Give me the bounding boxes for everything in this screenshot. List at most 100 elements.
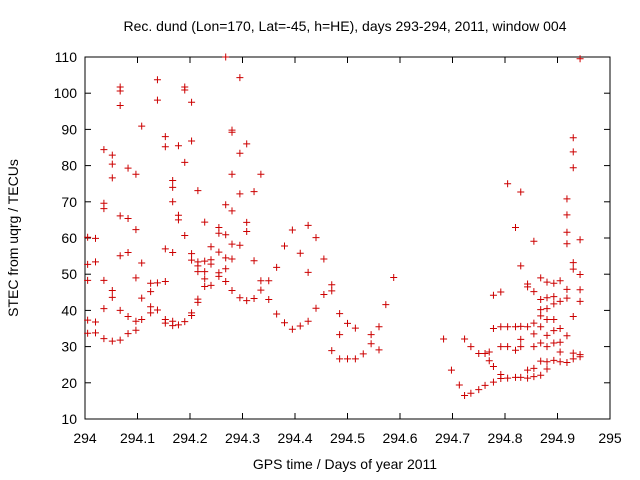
data-point <box>550 315 558 323</box>
data-point <box>188 250 196 258</box>
data-point <box>576 236 584 244</box>
y-tick-label: 90 <box>61 121 77 137</box>
data-point <box>543 278 551 286</box>
data-point <box>273 310 281 318</box>
data-point <box>569 265 577 273</box>
data-point <box>375 346 383 354</box>
data-point <box>124 164 132 172</box>
data-point <box>228 207 236 215</box>
data-point <box>169 248 177 256</box>
data-point <box>236 241 244 249</box>
x-tick-label: 294.5 <box>330 430 365 446</box>
data-point <box>328 281 336 289</box>
data-point <box>147 303 155 311</box>
data-point <box>116 102 124 110</box>
data-point <box>92 234 99 242</box>
data-point <box>367 340 375 348</box>
data-point <box>563 294 571 302</box>
data-point <box>543 294 551 302</box>
data-point <box>201 257 209 265</box>
data-point <box>174 321 182 329</box>
data-point <box>530 237 538 245</box>
data-point <box>530 330 538 338</box>
data-point <box>497 374 505 382</box>
data-point <box>228 240 236 248</box>
y-axis-label: STEC from uqrg / TECUs <box>5 159 21 317</box>
data-point <box>375 323 383 331</box>
data-point <box>504 374 512 382</box>
data-point <box>563 240 571 248</box>
data-point <box>108 286 116 294</box>
data-point <box>138 315 146 323</box>
data-point <box>169 198 177 206</box>
data-point <box>563 359 571 367</box>
data-point <box>132 170 140 178</box>
data-point <box>181 231 189 239</box>
data-point <box>194 298 202 306</box>
data-point <box>550 300 558 308</box>
data-point <box>569 259 577 267</box>
x-tick-label: 294.9 <box>540 430 575 446</box>
data-point <box>124 330 132 338</box>
data-point <box>161 143 169 151</box>
data-point <box>236 294 244 302</box>
data-point <box>512 346 519 354</box>
y-tick-label: 70 <box>61 194 77 210</box>
data-point <box>569 148 577 156</box>
data-point <box>201 283 209 291</box>
data-point <box>517 322 525 330</box>
x-tick-label: 294.7 <box>435 430 470 446</box>
data-point <box>161 277 169 285</box>
data-point <box>116 306 124 314</box>
data-point <box>320 290 328 298</box>
data-point <box>132 326 140 334</box>
data-point <box>497 323 505 331</box>
data-point <box>461 335 469 343</box>
x-tick-label: 294.8 <box>487 430 522 446</box>
data-point <box>517 188 525 196</box>
data-point <box>328 347 336 355</box>
data-point <box>250 294 258 302</box>
data-point <box>344 355 351 363</box>
data-point <box>556 277 564 285</box>
y-tick-label: 20 <box>61 375 77 391</box>
data-point <box>273 263 281 271</box>
y-tick-label: 60 <box>61 230 77 246</box>
data-point <box>222 254 230 262</box>
data-point <box>359 350 367 358</box>
data-point <box>485 348 493 356</box>
data-point <box>228 255 236 263</box>
data-point <box>304 268 312 276</box>
data-point <box>344 319 351 327</box>
data-point <box>447 366 455 374</box>
data-point <box>576 271 584 279</box>
data-point <box>92 318 99 326</box>
y-tick-label: 30 <box>61 339 77 355</box>
data-point <box>222 201 230 209</box>
data-point <box>124 214 132 222</box>
data-point <box>481 381 489 389</box>
data-point <box>108 293 116 301</box>
data-point <box>543 358 551 366</box>
data-point <box>161 319 169 327</box>
data-point <box>524 374 532 382</box>
data-point <box>132 317 140 325</box>
data-point <box>207 281 215 289</box>
data-point <box>222 231 230 239</box>
data-point <box>475 349 483 357</box>
data-point <box>201 275 209 283</box>
y-axis: 10 20 30 40 50 60 70 80 90 100 110 <box>54 49 610 427</box>
data-point <box>556 358 564 366</box>
data-point <box>194 187 202 195</box>
data-point <box>296 322 304 330</box>
data-point <box>84 316 92 324</box>
data-point <box>576 286 584 294</box>
data-point <box>563 195 571 203</box>
data-point <box>288 226 296 234</box>
data-point <box>550 356 558 364</box>
data-point <box>250 257 258 265</box>
data-point <box>243 297 251 305</box>
data-point <box>485 357 493 365</box>
x-tick-label: 294.2 <box>172 430 207 446</box>
